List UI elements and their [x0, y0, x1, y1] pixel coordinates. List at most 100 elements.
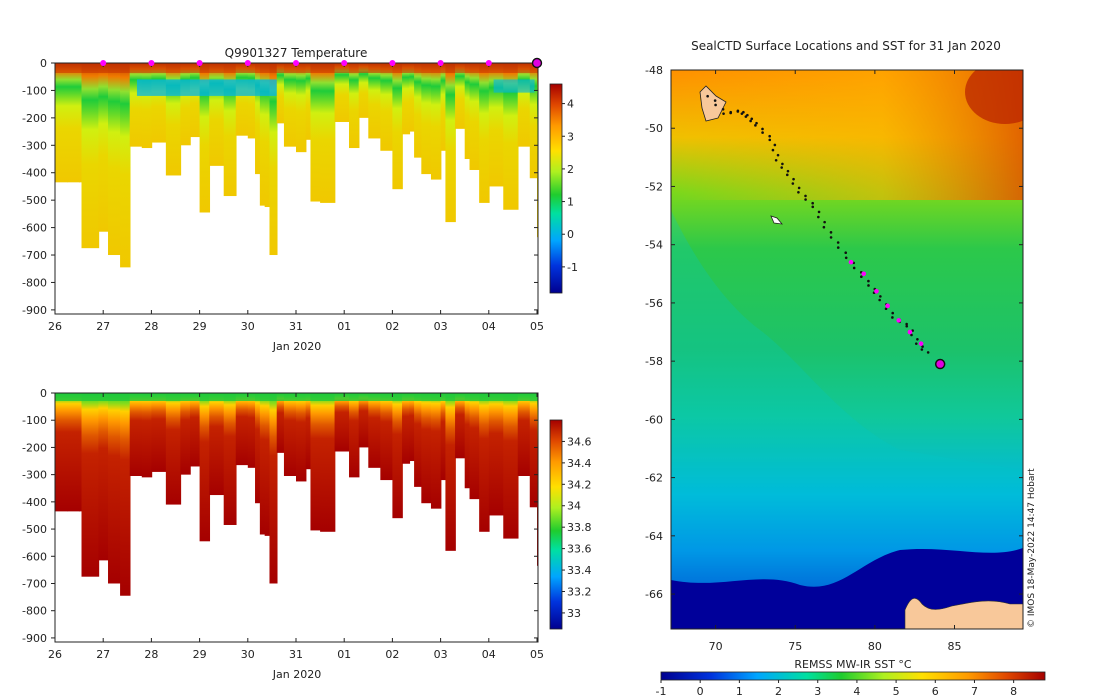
salinity-x-axis: 26 27 28 29 30 31 01 02 03 04 05 [48, 393, 544, 661]
profile-column [67, 63, 80, 183]
lat-tick-label: -62 [645, 472, 663, 485]
colorbar-tick-label: 33.2 [567, 585, 592, 598]
sst-colorbar-tick-label: -1 [656, 685, 667, 698]
x-tick-label: 02 [385, 648, 399, 661]
temperature-chart-title: Q9901327 Temperature [225, 46, 368, 60]
track-point [860, 275, 863, 279]
track-point [749, 119, 752, 123]
map-frame [670, 69, 1024, 630]
profile-column [98, 393, 109, 561]
track-point [776, 153, 780, 157]
profile-column [255, 393, 261, 504]
track-point [774, 158, 778, 162]
colorbar-tick-label: 4 [567, 98, 574, 111]
x-tick-label: 27 [96, 648, 110, 661]
track-point [811, 201, 814, 205]
profile-column [67, 393, 80, 512]
profile-column [529, 393, 538, 508]
profile-column [120, 63, 131, 268]
profile-column [255, 63, 261, 175]
profile-marker [148, 60, 155, 66]
x-tick-label: 27 [96, 320, 110, 333]
colorbar-tick-label: -1 [567, 261, 578, 274]
x-tick-label: 26 [48, 648, 62, 661]
temperature-x-axis-label: Jan 2020 [272, 340, 321, 353]
track-point [768, 138, 772, 142]
profile-column [469, 63, 480, 170]
lat-tick-label: -54 [645, 239, 663, 252]
lat-tick-label: -58 [645, 355, 663, 368]
track-point [905, 322, 908, 326]
track-point [755, 121, 758, 125]
profile-column [517, 393, 531, 476]
profile-column [55, 63, 68, 183]
current-position-marker [934, 358, 946, 370]
x-tick-label: 03 [434, 320, 448, 333]
cold-intrusion-band [493, 79, 535, 93]
colorbar-tick-label: 3 [567, 130, 574, 143]
colorbar-tick-label: 34.4 [567, 457, 592, 470]
salinity-section-panel: 0 -100 -200 -300 -400 -500 -600 -700 -800 -900 26… [22, 387, 591, 681]
profile-column [129, 63, 143, 147]
profile-column [120, 393, 131, 596]
profile-marker [485, 60, 492, 66]
salinity-y-axis: 0 -100 -200 -300 -400 -500 -600 -700 -800 -900 [22, 387, 538, 645]
profile-column [488, 63, 505, 187]
profile-marker [100, 60, 107, 66]
x-tick-label: 28 [144, 648, 158, 661]
profile-column [79, 63, 84, 183]
sst-map-panel: SealCTD Surface Locations and SST for 31… [645, 39, 1046, 698]
profile-column [269, 63, 278, 256]
track-point [844, 251, 848, 254]
sst-colorbar-tick-label: 7 [971, 685, 978, 698]
lat-tick-label: -56 [645, 297, 663, 310]
track-point [761, 127, 764, 131]
profile-column [414, 393, 423, 487]
colorbar-tick-label: 33 [567, 607, 581, 620]
profile-column [151, 393, 167, 472]
track-point [878, 298, 881, 302]
temperature-section-panel: Q9901327 Temperature 0 -100 -200 -300 -400 -5… [22, 46, 578, 353]
sst-colorbar [660, 671, 1046, 681]
profile-column [392, 393, 403, 519]
latitude-axis: -48 -50 -52 -54 -56 -58 -60 -62 -64 -66 [645, 64, 1023, 601]
profile-column [223, 393, 237, 525]
y-tick-label: 0 [40, 387, 47, 400]
profile-column [264, 393, 271, 536]
cold-intrusion-band [136, 79, 277, 96]
track-point [804, 194, 807, 198]
profile-column [380, 63, 394, 151]
colorbar-tick-label: 33.8 [567, 521, 592, 534]
lat-tick-label: -50 [645, 122, 663, 135]
x-tick-label: 03 [434, 648, 448, 661]
profile-column [129, 393, 143, 476]
profile-column [165, 393, 182, 505]
profile-marker [293, 60, 299, 66]
temperature-colorbar [549, 83, 563, 294]
profile-column [421, 393, 432, 504]
temperature-plot-area [55, 63, 538, 268]
profile-column [380, 393, 394, 481]
lat-tick-label: -60 [645, 413, 663, 426]
track-point [867, 284, 870, 287]
profile-column [320, 63, 336, 203]
y-tick-label: -200 [22, 112, 47, 125]
profile-column [358, 63, 370, 118]
track-point [729, 110, 733, 114]
profile-column [235, 63, 249, 136]
profile-column [81, 393, 100, 577]
profile-column [98, 63, 109, 232]
profile-column [402, 393, 411, 464]
profile-column [247, 393, 256, 468]
profile-column [409, 393, 415, 462]
track-point [836, 241, 840, 244]
sst-colorbar-ticks: -1 0 1 2 3 4 5 6 7 8 [656, 680, 1017, 698]
track-point [921, 345, 924, 348]
track-point [744, 115, 748, 118]
track-point [822, 225, 826, 229]
recent-position [885, 303, 890, 309]
recent-position [918, 341, 924, 346]
profile-column [79, 393, 84, 512]
profile-column [209, 63, 225, 166]
recent-position [874, 288, 879, 294]
